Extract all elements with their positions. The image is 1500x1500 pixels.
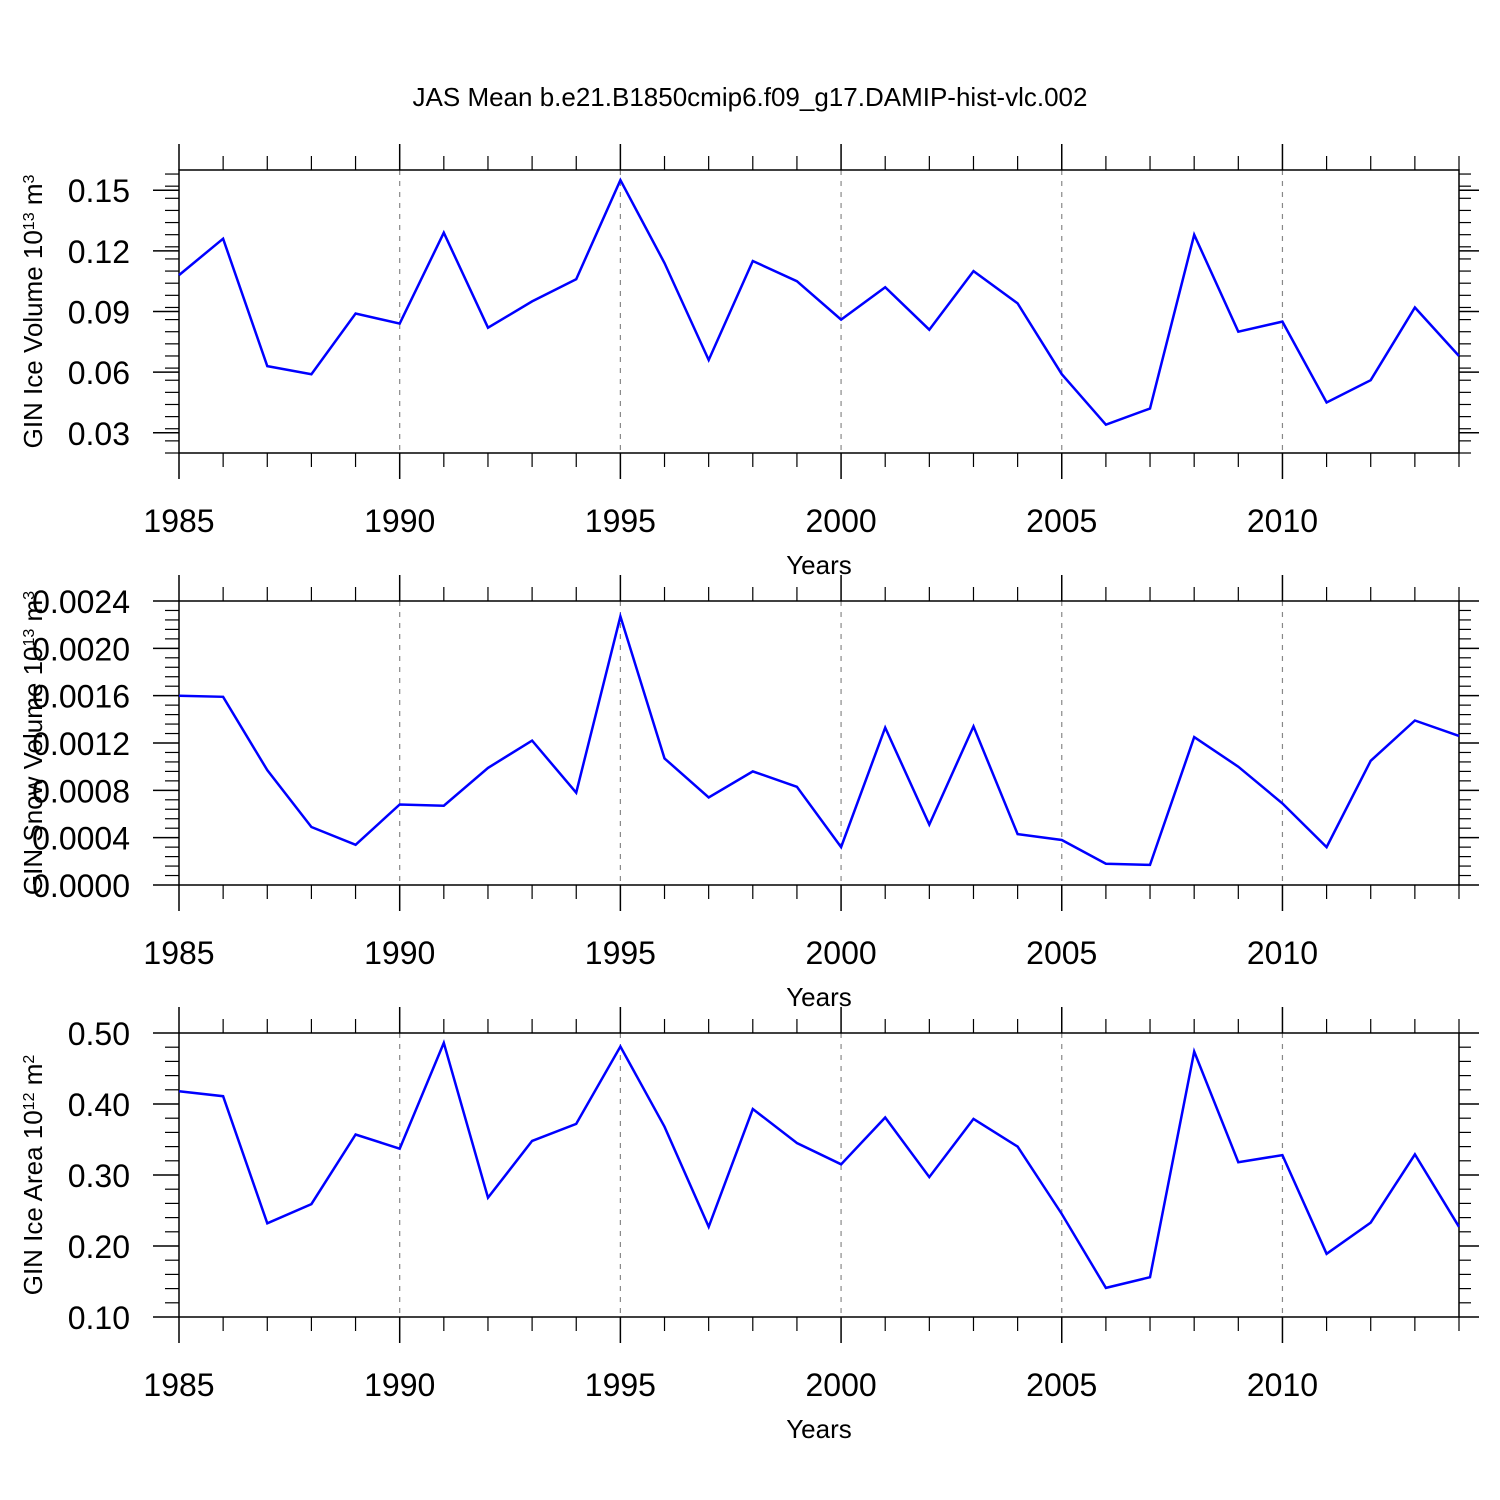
y-axis-label-part: GIN Snow Volume 10 <box>18 647 48 896</box>
y-axis-label-part: m <box>18 183 48 212</box>
x-axis-label: Years <box>786 1414 852 1444</box>
chart-panel-1: 1985 1990 1995 2000 2005 2010 0.03 0.06 0.09 0.12… <box>18 144 1479 580</box>
y-tick-label: 0.0008 <box>32 773 130 809</box>
y-axis-label-part: 2 <box>21 1055 38 1064</box>
chart-panel-2: 1985 1990 1995 2000 2005 2010 0.0000 0.0004 0.00… <box>18 575 1479 1012</box>
y-tick-label: 0.50 <box>68 1016 130 1052</box>
y-tick-label: 0.12 <box>68 234 130 270</box>
y-axis-label: GIN Snow Volume 1013 m3 <box>18 591 48 895</box>
x-tick-label: 2000 <box>805 935 876 971</box>
y-tick-label: 0.10 <box>68 1300 130 1336</box>
y-axis-label-part: 12 <box>21 1092 38 1110</box>
y-tick-label: 0.30 <box>68 1158 130 1194</box>
y-axis-label-part: GIN Ice Area 10 <box>18 1110 48 1295</box>
y-axis-label-part: m <box>18 600 48 629</box>
plot-frame <box>178 600 1460 886</box>
y-tick-label: 0.20 <box>68 1229 130 1265</box>
y-axis-label-part: 13 <box>21 629 38 647</box>
x-tick-label: 2000 <box>805 1367 876 1403</box>
y-axis-label-part: 3 <box>21 174 38 183</box>
series-line-2 <box>178 611 1460 867</box>
x-tick-label: 1995 <box>585 935 656 971</box>
y-tick-label: 0.0000 <box>32 868 130 904</box>
y-tick-label: 0.0024 <box>32 584 130 620</box>
y-tick-label: 0.0012 <box>32 726 130 762</box>
y-tick-label: 0.03 <box>68 416 130 452</box>
y-tick-label: 0.0004 <box>32 821 130 857</box>
x-tick-label: 1990 <box>364 503 435 539</box>
y-tick-label: 0.09 <box>68 295 130 331</box>
x-tick-label: 2005 <box>1026 935 1097 971</box>
y-axis-label-part: 13 <box>21 212 38 230</box>
x-tick-label: 2005 <box>1026 503 1097 539</box>
x-tick-label: 2010 <box>1247 935 1318 971</box>
y-tick-label: 0.15 <box>68 173 130 209</box>
x-axis-label: Years <box>786 550 852 580</box>
x-tick-label: 2005 <box>1026 1367 1097 1403</box>
x-tick-label: 2000 <box>805 503 876 539</box>
x-tick-label: 1995 <box>585 1367 656 1403</box>
y-axis-label-part: 3 <box>21 591 38 600</box>
x-tick-label: 1985 <box>143 935 214 971</box>
series-line-1 <box>178 177 1460 427</box>
x-tick-label: 1995 <box>585 503 656 539</box>
y-tick-label: 0.0016 <box>32 679 130 715</box>
x-tick-label: 1985 <box>143 1367 214 1403</box>
x-tick-label: 1990 <box>364 935 435 971</box>
y-axis-label: GIN Ice Volume 1013 m3 <box>18 174 48 448</box>
x-tick-label: 2010 <box>1247 503 1318 539</box>
y-tick-label: 0.0020 <box>32 631 130 667</box>
x-axis-label: Years <box>786 982 852 1012</box>
x-tick-label: 2010 <box>1247 1367 1318 1403</box>
y-tick-label: 0.40 <box>68 1087 130 1123</box>
y-axis-label-part: GIN Ice Volume 10 <box>18 230 48 448</box>
chart-panel-3: 1985 1990 1995 2000 2005 2010 0.10 0.20 0.30 0.40… <box>18 1007 1479 1444</box>
series-line-3 <box>178 1039 1461 1290</box>
plot-frame <box>178 1032 1460 1318</box>
plot-frame <box>178 169 1460 454</box>
x-tick-label: 1985 <box>143 503 214 539</box>
y-axis-label: GIN Ice Area 1012 m2 <box>18 1055 48 1296</box>
y-axis-label-part: m <box>18 1064 48 1093</box>
x-tick-label: 1990 <box>364 1367 435 1403</box>
y-tick-label: 0.06 <box>68 355 130 391</box>
chart-title: JAS Mean b.e21.B1850cmip6.f09_g17.DAMIP-… <box>413 82 1088 112</box>
